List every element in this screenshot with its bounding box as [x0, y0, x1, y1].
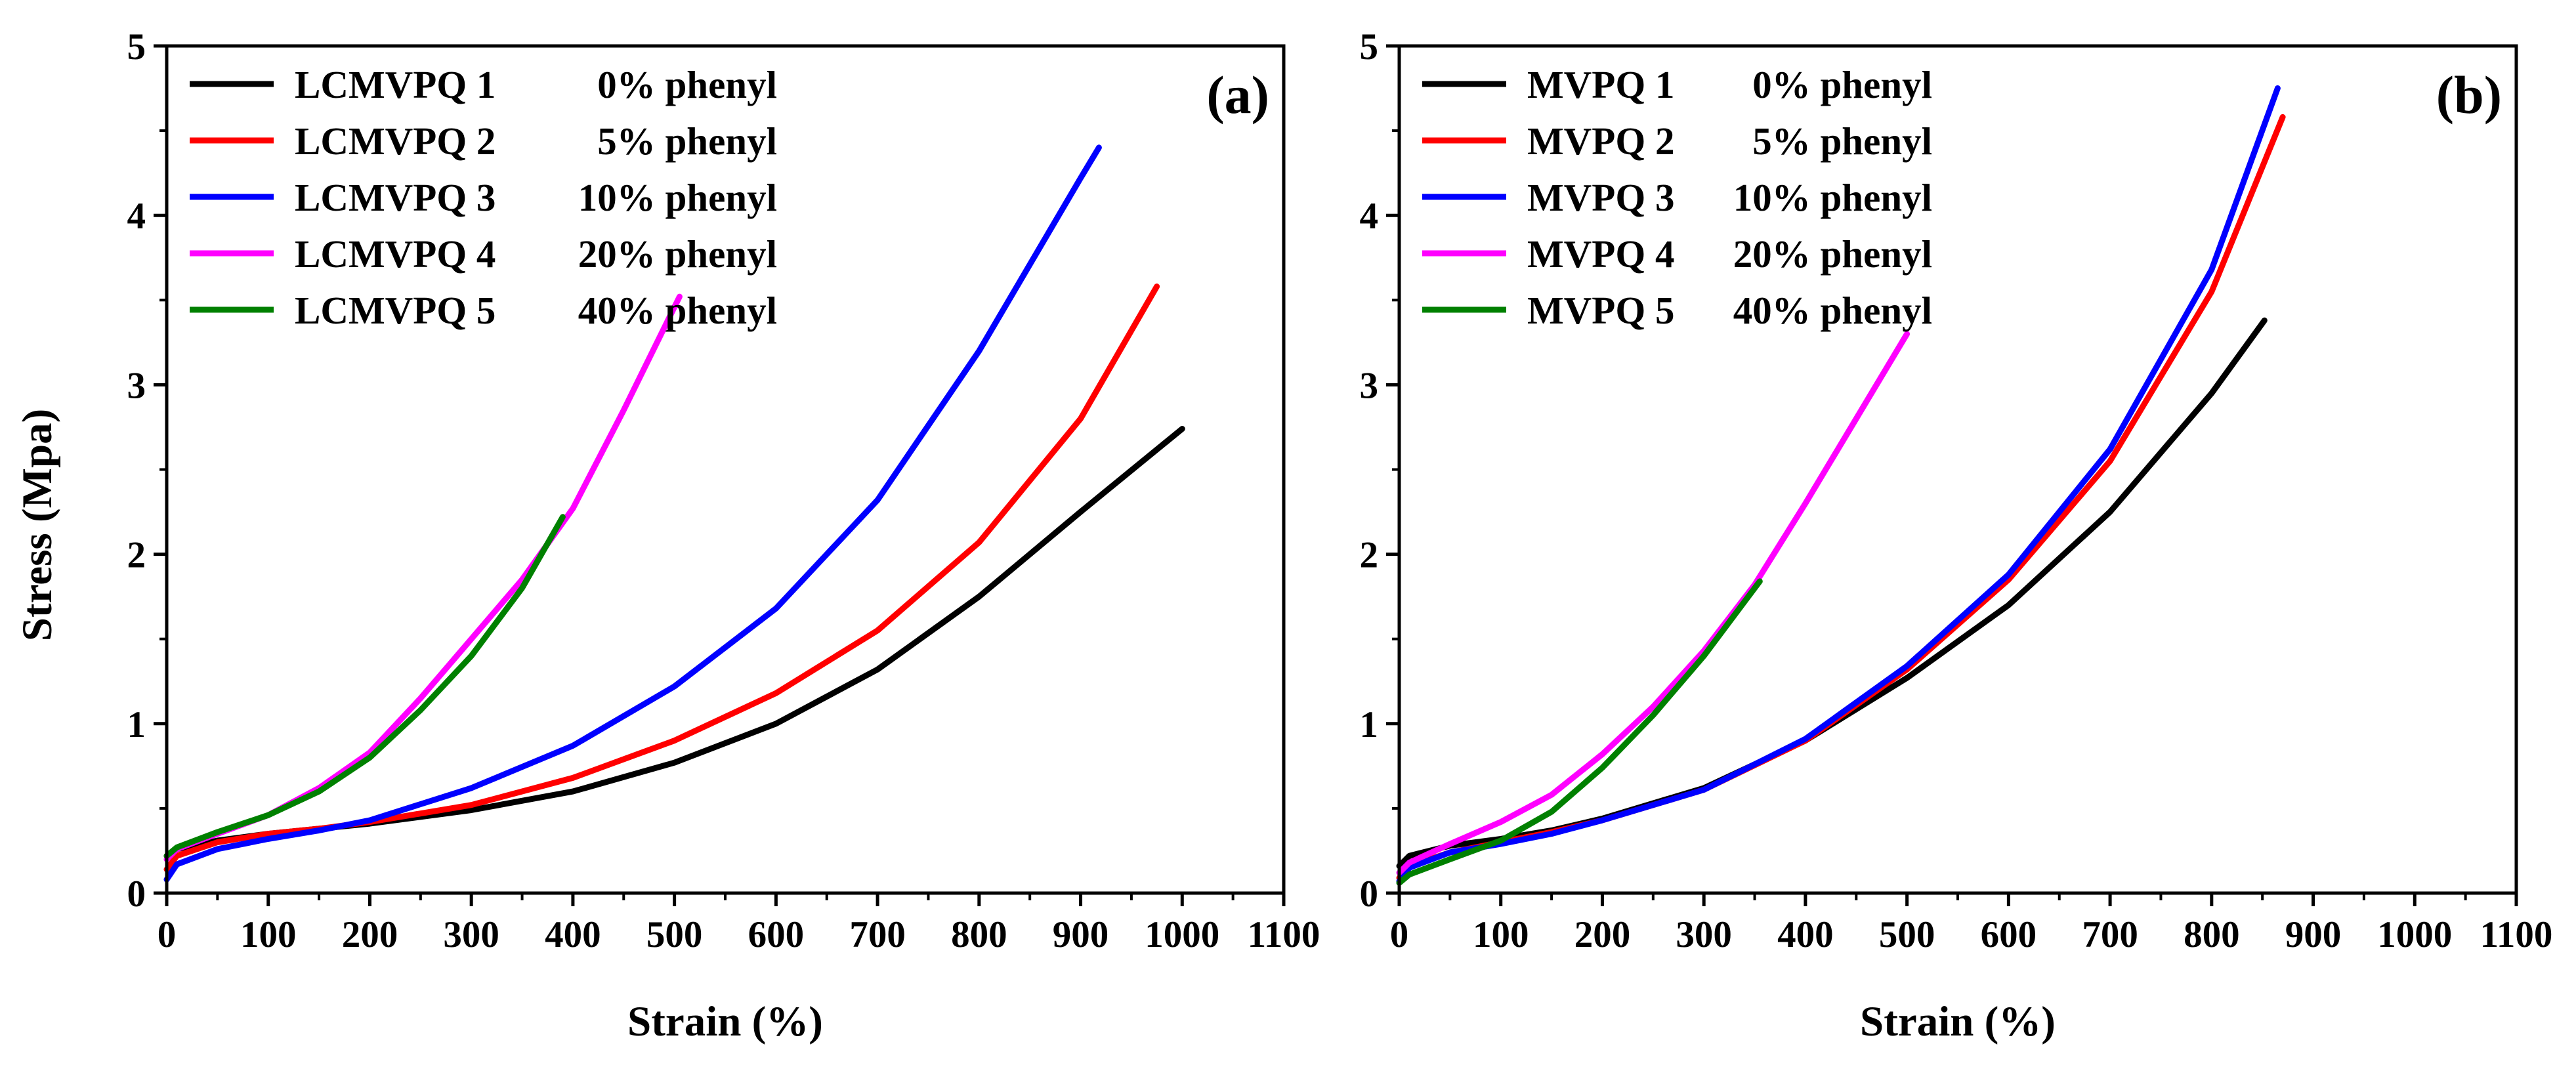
- legend-percent: 40% phenyl: [578, 289, 777, 332]
- x-tick-label: 800: [2184, 914, 2240, 955]
- x-tick-label: 500: [1879, 914, 1935, 955]
- legend-label: MVPQ 3: [1527, 176, 1674, 219]
- x-tick-label: 0: [158, 914, 177, 955]
- x-tick-label: 800: [951, 914, 1007, 955]
- legend-label: MVPQ 1: [1527, 63, 1674, 106]
- x-tick-label: 1100: [2480, 914, 2553, 955]
- plot-frame: [1397, 44, 2518, 895]
- y-tick-label: 2: [1360, 535, 1379, 576]
- legend-percent: 5% phenyl: [1752, 119, 1932, 163]
- y-tick-label: 4: [1360, 196, 1379, 237]
- x-tick-label: 300: [1676, 914, 1732, 955]
- x-tick-label: 1000: [2377, 914, 2452, 955]
- y-tick-label: 3: [127, 365, 146, 406]
- legend-label: LCMVPQ 3: [295, 176, 496, 219]
- x-tick-label: 300: [443, 914, 499, 955]
- x-tick-label: 100: [1473, 914, 1529, 955]
- legend-percent: 20% phenyl: [1733, 232, 1932, 276]
- panel-label: (b): [2436, 65, 2502, 125]
- series-line-5: [1396, 578, 1763, 886]
- legend-percent: 0% phenyl: [1752, 63, 1932, 106]
- legend-label: MVPQ 5: [1527, 289, 1674, 332]
- series-line-4: [163, 293, 683, 862]
- x-tick-label: 700: [849, 914, 906, 955]
- x-tick-label: 600: [1981, 914, 2037, 955]
- x-tick-label: 200: [342, 914, 398, 955]
- legend-label: MVPQ 2: [1527, 119, 1674, 163]
- legend-label: LCMVPQ 1: [295, 63, 496, 106]
- legend-percent: 20% phenyl: [578, 232, 777, 276]
- x-tick-label: 600: [748, 914, 805, 955]
- y-tick-label: 0: [127, 873, 146, 915]
- y-tick-label: 4: [127, 196, 146, 237]
- legend-percent: 10% phenyl: [1733, 176, 1932, 219]
- legend-label: LCMVPQ 4: [295, 232, 496, 276]
- plot-frame: [165, 44, 1286, 895]
- series-line-3: [163, 144, 1102, 883]
- x-tick-label: 900: [1053, 914, 1109, 955]
- x-tick-label: 200: [1574, 914, 1631, 955]
- series-line-2: [1396, 114, 2286, 881]
- legend: MVPQ 1 0% phenyl MVPQ 2 5% phenyl MVPQ 3 10% …: [1422, 63, 1932, 332]
- y-axis-label: Stress (Mpa): [14, 409, 61, 641]
- series-line-5: [163, 514, 566, 859]
- series-line-4: [1396, 331, 1911, 876]
- legend-percent: 0% phenyl: [597, 63, 777, 106]
- x-tick-label: 400: [545, 914, 601, 955]
- panel-b: 0 100 200 300 400 500 600 700 800 900 1000 1100 0 1 2 3…: [1360, 26, 2553, 1045]
- y-tick-label: 3: [1360, 365, 1379, 406]
- y-tick-label: 1: [1360, 704, 1379, 745]
- x-tick-label: 1100: [1248, 914, 1320, 955]
- y-tick-label: 1: [127, 704, 146, 745]
- x-tick-label: 900: [2285, 914, 2342, 955]
- panel-a: 0 100 200 300 400 500 600 700 800 900 1000 1100 0 1 2 3…: [127, 26, 1320, 1045]
- y-tick-label: 2: [127, 535, 146, 576]
- series-line-2: [163, 283, 1160, 873]
- legend-label: MVPQ 4: [1527, 232, 1674, 276]
- legend-label: LCMVPQ 2: [295, 119, 496, 163]
- legend-percent: 5% phenyl: [597, 119, 777, 163]
- series-line-3: [1396, 85, 2281, 885]
- legend-label: LCMVPQ 5: [295, 289, 496, 332]
- x-tick-label: 400: [1777, 914, 1834, 955]
- x-tick-label: 0: [1390, 914, 1409, 955]
- legend-percent: 10% phenyl: [578, 176, 777, 219]
- legend-percent: 40% phenyl: [1733, 289, 1932, 332]
- x-tick-label: 100: [240, 914, 297, 955]
- y-tick-label: 5: [1360, 26, 1379, 68]
- x-tick-label: 500: [646, 914, 703, 955]
- x-axis-label: Strain (%): [1860, 998, 2056, 1045]
- x-tick-label: 1000: [1145, 914, 1219, 955]
- panel-label: (a): [1206, 65, 1269, 125]
- y-tick-label: 5: [127, 26, 146, 68]
- legend: LCMVPQ 1 0% phenyl LCMVPQ 2 5% phenyl LCMVPQ…: [190, 63, 777, 332]
- x-tick-label: 700: [2082, 914, 2138, 955]
- y-tick-label: 0: [1360, 873, 1379, 915]
- x-axis-label: Strain (%): [627, 998, 823, 1045]
